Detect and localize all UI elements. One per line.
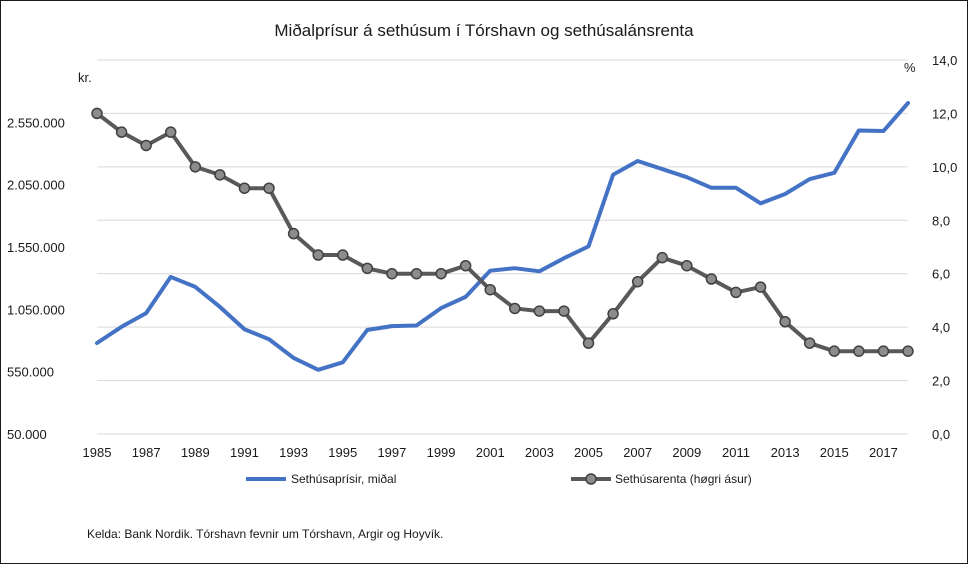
x-tick-label: 2005 — [574, 445, 603, 460]
y-right-tick-label: 8,0 — [932, 213, 950, 228]
data-point — [386, 267, 398, 280]
x-tick-label: 1995 — [328, 445, 357, 460]
data-point — [115, 126, 128, 138]
y-right-tick-labels: 0,0 2,0 4,0 6,0 8,0 10,0 12,0 14,0 — [932, 53, 957, 442]
data-point — [681, 259, 693, 272]
chart-title: Miðalprísur á sethúsum í Tórshavn og set… — [274, 21, 694, 40]
data-point — [803, 337, 816, 349]
y-right-tick-label: 10,0 — [932, 160, 957, 175]
data-point — [484, 283, 496, 296]
data-point — [607, 308, 619, 320]
x-tick-label: 1993 — [279, 445, 308, 460]
y-right-tick-label: 14,0 — [932, 53, 957, 68]
y-right-tick-label: 2,0 — [932, 374, 950, 389]
x-tick-label: 2011 — [722, 445, 750, 460]
y-right-tick-label: 4,0 — [932, 320, 950, 335]
x-tick-label: 1989 — [181, 445, 210, 460]
y-left-tick-label: 1.550.000 — [7, 240, 65, 255]
data-point — [754, 281, 767, 293]
data-point — [287, 227, 300, 240]
y-left-tick-label: 50.000 — [7, 427, 47, 442]
series-line-0 — [95, 101, 910, 372]
data-point — [828, 345, 841, 357]
x-tick-label: 1997 — [377, 445, 406, 460]
data-point — [459, 259, 472, 272]
data-point — [91, 107, 103, 120]
y-left-tick-label: 2.050.000 — [7, 178, 65, 193]
data-point — [164, 126, 177, 138]
y-left-tick-label: 550.000 — [7, 365, 54, 380]
data-point — [877, 345, 890, 357]
data-point — [582, 337, 595, 349]
y-left-tick-label: 2.550.000 — [7, 115, 65, 130]
series-line-1 — [95, 111, 910, 354]
x-tick-label: 1991 — [230, 445, 259, 460]
data-point — [730, 286, 742, 299]
x-tick-label: 2017 — [869, 445, 898, 460]
x-tick-labels: 1985 1987 1989 1991 1993 1995 1997 1999 2001 2003… — [83, 445, 898, 460]
y-right-tick-label: 0,0 — [932, 427, 950, 442]
data-point — [631, 275, 644, 288]
x-tick-label: 2009 — [672, 445, 701, 460]
data-point — [435, 267, 447, 280]
data-point — [410, 267, 423, 280]
x-tick-label: 2001 — [476, 445, 505, 460]
data-point — [656, 251, 668, 264]
x-tick-label: 2013 — [771, 445, 800, 460]
data-point — [238, 182, 251, 194]
data-point — [214, 169, 226, 181]
y-right-tick-label: 12,0 — [932, 106, 957, 121]
data-point — [189, 161, 202, 173]
series-layer — [91, 101, 914, 372]
x-tick-label: 1985 — [83, 445, 112, 460]
x-tick-label: 2007 — [623, 445, 652, 460]
source-note: Kelda: Bank Nordik. Tórshavn fevnir um T… — [87, 527, 443, 541]
data-point — [533, 305, 546, 317]
data-point — [263, 182, 275, 194]
data-point — [509, 302, 521, 315]
x-tick-label: 2003 — [525, 445, 554, 460]
data-point — [779, 316, 791, 328]
data-point — [853, 345, 865, 357]
legend: Sethúsaprísir, miðal Sethúsarenta (høgri… — [246, 472, 752, 486]
x-tick-label: 1999 — [427, 445, 456, 460]
data-point — [902, 345, 914, 357]
y-right-tick-label: 6,0 — [932, 267, 950, 282]
data-point — [312, 249, 324, 261]
y-left-unit-label: kr. — [78, 70, 92, 85]
x-tick-label: 2015 — [820, 445, 849, 460]
data-point — [558, 305, 570, 317]
y-left-tick-labels: 50.000 550.000 1.050.000 1.550.000 2.050.000… — [7, 115, 65, 442]
data-point — [140, 139, 152, 152]
data-point — [705, 273, 718, 285]
legend-label-price: Sethúsaprísir, miðal — [291, 472, 396, 486]
legend-label-rate: Sethúsarenta (høgri ásur) — [615, 472, 752, 486]
x-tick-label: 1987 — [132, 445, 161, 460]
y-right-unit-label: % — [904, 60, 916, 75]
y-left-tick-label: 1.050.000 — [7, 302, 65, 317]
data-point — [337, 249, 349, 261]
grid-lines — [97, 59, 908, 435]
legend-marker-rate — [585, 473, 597, 485]
data-point — [361, 262, 374, 275]
